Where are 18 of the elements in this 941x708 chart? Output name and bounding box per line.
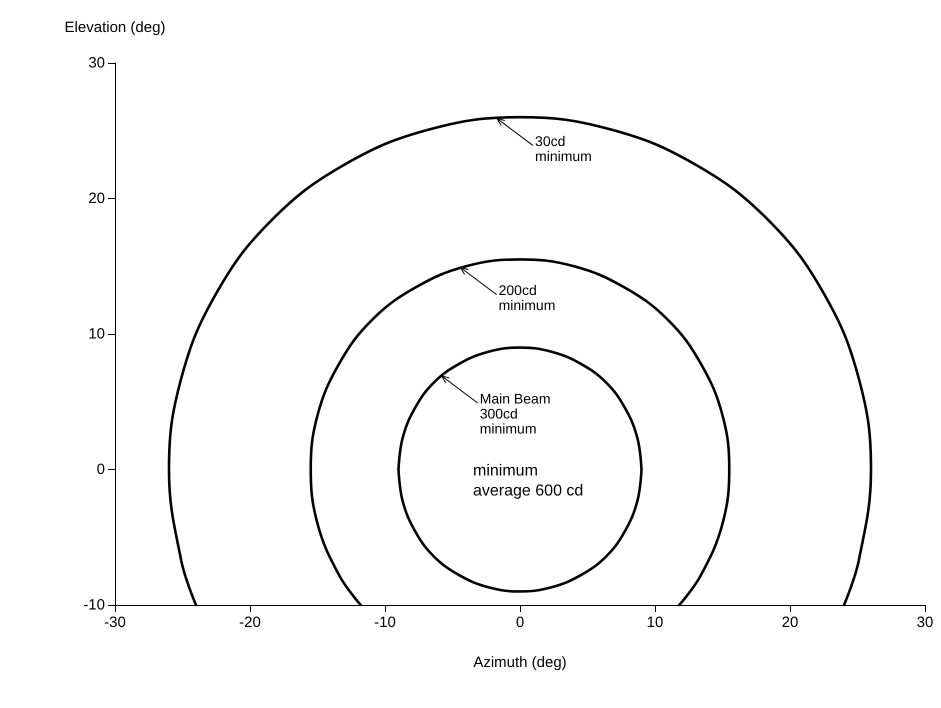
- x-tick-label: -20: [239, 614, 261, 631]
- x-axis-title: Azimuth (deg): [473, 654, 567, 671]
- x-tick-label: 30: [916, 614, 934, 631]
- x-tick-label: 10: [646, 614, 664, 631]
- x-tick-label: -10: [374, 614, 396, 631]
- annotation: minimum average 600 cd: [473, 462, 584, 500]
- annotation: 30cd minimum: [535, 133, 592, 164]
- y-tick-label: 20: [88, 190, 105, 207]
- annotation: Main Beam 300cd minimum: [480, 390, 551, 437]
- y-tick-label: 10: [88, 326, 105, 342]
- x-tick-label: 20: [782, 614, 798, 631]
- y-tick-label: -10: [83, 596, 105, 614]
- x-tick-label: -30: [104, 614, 126, 631]
- y-axis-title: Elevation (deg): [64, 19, 166, 36]
- x-tick-label: 0: [516, 614, 524, 631]
- y-tick-label: 30: [88, 54, 105, 72]
- annotation: 200cd minimum: [498, 282, 556, 314]
- y-tick-label: 0: [96, 461, 105, 478]
